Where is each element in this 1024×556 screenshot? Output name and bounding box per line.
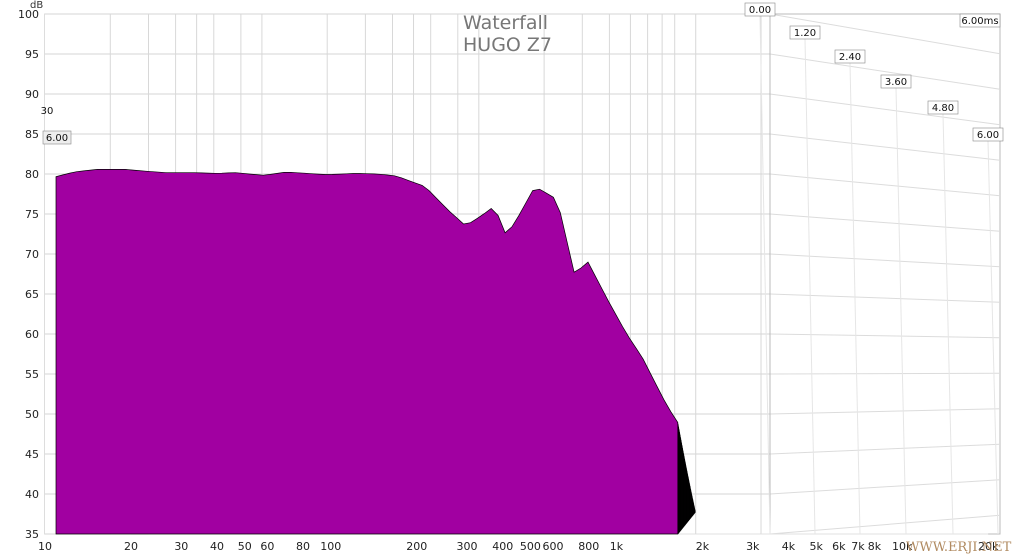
y-tick-label: 95 <box>25 48 39 61</box>
y-tick-label: 85 <box>25 128 39 141</box>
y-unit-label: dB <box>30 0 43 11</box>
y-tick-label: 40 <box>25 488 39 501</box>
x-tick-label: 5k <box>809 540 823 553</box>
y-tick-label: 35 <box>25 528 39 541</box>
x-tick-label: 600 <box>543 540 564 553</box>
time-side-label: 6.00 <box>46 133 68 144</box>
waterfall-slices <box>55 169 696 535</box>
x-tick-label: 6k <box>832 540 846 553</box>
y-tick-label: 90 <box>25 88 39 101</box>
time-tick-box <box>880 74 912 89</box>
y-tick-label: 50 <box>25 408 39 421</box>
x-tick-label: 500 <box>520 540 541 553</box>
x-tick-label: 30 <box>174 540 188 553</box>
chart-subtitle: HUGO Z7 <box>463 34 552 56</box>
perspective-line <box>769 514 1001 535</box>
watermark: WWW.ERJI.NET <box>906 540 1012 555</box>
x-tick-label: 8k <box>868 540 882 553</box>
time-tick-label: 4.80 <box>932 103 954 114</box>
time-side-box <box>42 130 72 145</box>
time-tick-label: 0.00 <box>749 5 771 16</box>
y-tick-label: 65 <box>25 288 39 301</box>
x-tick-label: 1k <box>610 540 624 553</box>
axes: 35 40 45 50 55 60 65 70 75 80 85 90 95 100 10 20 30 40 50 6… <box>18 2 1004 553</box>
x-tick-label: 40 <box>210 540 224 553</box>
time-gridline <box>804 38 816 535</box>
time-side-label: 30 <box>41 106 54 117</box>
perspective-line <box>769 372 1001 375</box>
x-tick-label: 4k <box>782 540 796 553</box>
perspective-line <box>769 53 1001 90</box>
x-tick-label: 800 <box>578 540 599 553</box>
perspective-line <box>769 443 1001 455</box>
time-gridline <box>759 15 771 535</box>
x-tick-label: 7k <box>851 540 865 553</box>
x-tick-label: 80 <box>296 540 310 553</box>
x-tick-label: 400 <box>492 540 513 553</box>
time-tick-box <box>834 49 866 64</box>
perspective-line <box>769 293 1001 303</box>
x-tick-label: 300 <box>457 540 478 553</box>
time-tick-label: 3.60 <box>885 77 907 88</box>
time-gridline <box>895 87 907 535</box>
time-gridline <box>849 62 861 535</box>
time-gridline <box>942 113 954 535</box>
perspective-line <box>769 133 1001 161</box>
y-tick-label: 45 <box>25 448 39 461</box>
time-tick-box <box>789 25 821 40</box>
perspective-line <box>769 479 1001 495</box>
perspective-line <box>769 333 1001 339</box>
x-tick-label: 20 <box>124 540 138 553</box>
perspective-line <box>769 93 1001 126</box>
x-tick-label: 3k <box>746 540 760 553</box>
x-tick-label: 50 <box>238 540 252 553</box>
time-tick-label: 1.20 <box>794 28 816 39</box>
time-tick-box <box>927 100 959 115</box>
time-top-box <box>959 13 1001 28</box>
perspective-line <box>769 253 1001 268</box>
x-tick-label: 100 <box>320 540 341 553</box>
perspective-line <box>769 408 1001 415</box>
x-tick-label: 20k <box>978 540 999 553</box>
x-tick-label: 10 <box>38 540 52 553</box>
y-tick-label: 55 <box>25 368 39 381</box>
chart-title: Waterfall <box>463 12 548 34</box>
y-tick-label: 100 <box>18 8 39 21</box>
time-tick-label: 2.40 <box>839 52 861 63</box>
time-gridline <box>987 140 999 535</box>
x-tick-label: 10k <box>892 540 913 553</box>
time-tick-box <box>744 2 776 17</box>
x-tick-label: 200 <box>406 540 427 553</box>
perspective-line <box>769 173 1001 197</box>
time-tick-box <box>972 127 1004 142</box>
y-tick-label: 60 <box>25 328 39 341</box>
x-tick-label: 2k <box>696 540 710 553</box>
time-tick-label: 6.00 <box>977 130 999 141</box>
perspective-line <box>769 13 1001 55</box>
y-tick-label: 70 <box>25 248 39 261</box>
x-tick-label: 60 <box>260 540 274 553</box>
y-tick-label: 80 <box>25 168 39 181</box>
time-top-label: 6.00ms <box>961 16 998 27</box>
y-tick-label: 75 <box>25 208 39 221</box>
waterfall-slice-0 <box>55 169 679 535</box>
